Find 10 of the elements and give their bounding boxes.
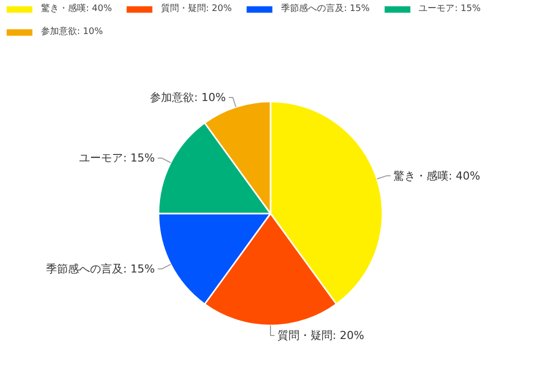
data-label: 質問・疑問: 20% bbox=[278, 329, 364, 342]
data-label: 季節感への言及: 15% bbox=[46, 262, 155, 276]
legend-label: ユーモア: 15% bbox=[418, 3, 481, 15]
data-label: ユーモア: 15% bbox=[79, 152, 155, 165]
legend-label: 参加意欲: 10% bbox=[41, 26, 103, 38]
legend-label: 驚き・感嘆: 40% bbox=[41, 2, 112, 15]
data-label: 驚き・感嘆: 40% bbox=[394, 169, 480, 182]
data-label: 参加意欲: 10% bbox=[150, 90, 226, 104]
legend-label: 季節感への言及: 15% bbox=[280, 2, 370, 15]
legend-label: 質問・疑問: 20% bbox=[160, 2, 232, 15]
